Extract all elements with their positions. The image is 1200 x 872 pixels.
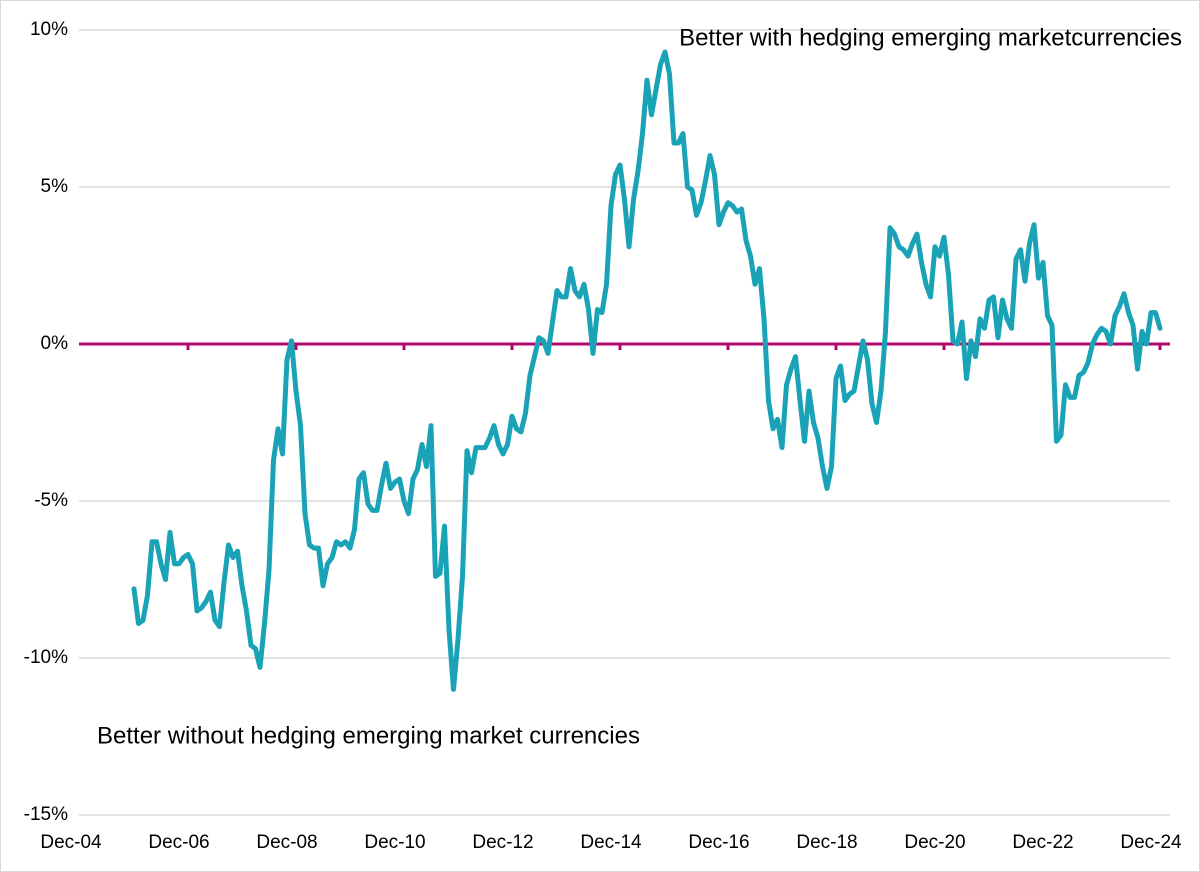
x-tick-label: Dec-10 <box>364 832 425 853</box>
plot <box>131 49 1163 692</box>
y-tick-label: -10% <box>24 647 68 668</box>
y-tick-label: 0% <box>41 333 69 354</box>
y-tick-label: -15% <box>24 804 68 825</box>
y-tick-label: 5% <box>41 176 69 197</box>
x-tick-label: Dec-06 <box>148 832 209 853</box>
annotation: Better with hedging emerging marketcurre… <box>679 24 1182 51</box>
y-tick-label: 10% <box>30 19 68 40</box>
y-tick-label: -5% <box>34 490 68 511</box>
annotation: Better without hedging emerging market c… <box>97 722 640 749</box>
x-tick-label: Dec-14 <box>580 832 642 853</box>
data-line <box>131 49 1163 692</box>
x-tick-label: Dec-24 <box>1120 832 1182 853</box>
x-tick-label: Dec-04 <box>40 832 102 853</box>
x-tick-label: Dec-12 <box>472 832 533 853</box>
x-tick-label: Dec-20 <box>904 832 965 853</box>
x-tick-label: Dec-08 <box>256 832 317 853</box>
x-tick-label: Dec-18 <box>796 832 857 853</box>
x-tick-label: Dec-22 <box>1012 832 1073 853</box>
x-tick-label: Dec-16 <box>688 832 749 853</box>
